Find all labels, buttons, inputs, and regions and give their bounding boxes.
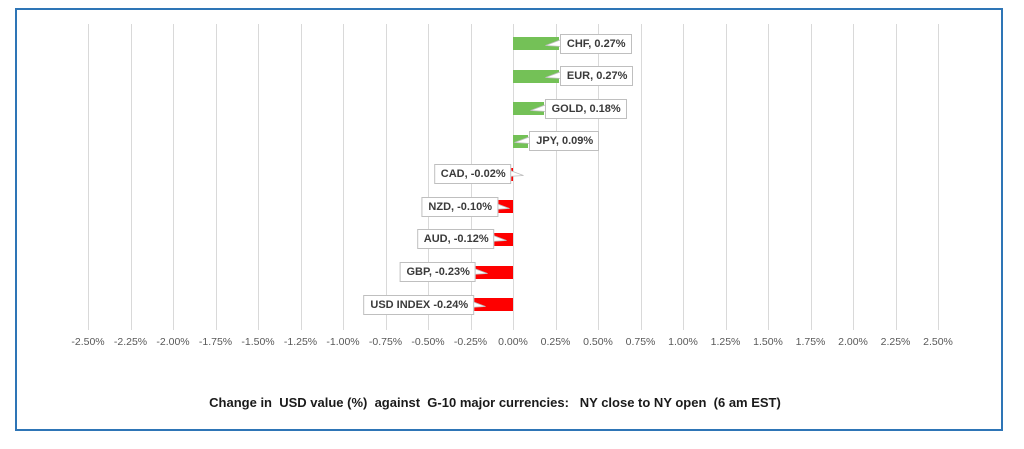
chart-title: Change in USD value (%) against G-10 maj… xyxy=(209,395,781,410)
gridline xyxy=(130,24,132,330)
gridline xyxy=(810,24,812,330)
gridline xyxy=(428,24,429,330)
x-axis-tick-label: 2.00% xyxy=(838,336,868,348)
x-axis-tick-label: -1.25% xyxy=(283,336,318,348)
data-label-usd-index: USD INDEX -0.24% xyxy=(363,294,475,315)
gridline xyxy=(895,24,897,330)
gridline xyxy=(215,24,217,330)
x-axis-tick-label: 1.75% xyxy=(795,336,826,348)
x-axis-tick-label: -2.25% xyxy=(113,336,148,348)
x-axis-tick-label: 0.25% xyxy=(540,336,571,348)
x-axis-tick-label: 0.75% xyxy=(625,336,656,348)
gridline xyxy=(343,24,344,330)
gridline xyxy=(300,24,302,330)
bar-usd-index xyxy=(472,298,513,312)
bar-chf xyxy=(513,37,559,50)
x-axis-tick-label: 0.50% xyxy=(583,336,613,348)
x-axis-tick-label: 2.25% xyxy=(880,336,911,348)
gridline xyxy=(683,24,684,330)
bar-gold xyxy=(513,102,544,116)
x-axis-tick-label: -2.50% xyxy=(71,336,105,348)
x-axis-tick-label: -1.75% xyxy=(198,336,233,348)
gridline xyxy=(88,24,89,330)
gridline xyxy=(853,24,854,330)
gridline xyxy=(258,24,259,330)
gridline xyxy=(513,24,514,330)
gridline xyxy=(938,24,939,330)
data-label-jpy: JPY, 0.09% xyxy=(529,131,600,152)
data-label-nzd: NZD, -0.10% xyxy=(421,196,498,217)
gridline xyxy=(385,24,387,330)
gridline xyxy=(555,24,557,330)
x-axis-tick-label: 0.00% xyxy=(498,336,528,348)
bar-gbp xyxy=(473,265,513,279)
gridline xyxy=(725,24,727,330)
bar-eur xyxy=(513,69,559,83)
x-axis-tick-label: 1.50% xyxy=(753,336,783,348)
data-label-gold: GOLD, 0.18% xyxy=(544,98,627,119)
x-axis-tick-label: -0.25% xyxy=(453,336,488,348)
chart-border xyxy=(15,8,1003,431)
x-axis-tick-label: -0.50% xyxy=(411,336,445,348)
data-label-cad: CAD, -0.02% xyxy=(433,164,512,185)
x-axis-tick-label: 1.25% xyxy=(710,336,741,348)
gridline xyxy=(598,24,599,330)
x-axis-tick-label: -2.00% xyxy=(156,336,190,348)
x-axis-tick-label: -0.75% xyxy=(368,336,403,348)
gridline xyxy=(173,24,174,330)
data-label-eur: EUR, 0.27% xyxy=(559,66,634,87)
x-axis-tick-label: -1.50% xyxy=(241,336,275,348)
x-axis-tick-label: 2.50% xyxy=(923,336,953,348)
gridline xyxy=(768,24,769,330)
gridline xyxy=(640,24,642,330)
data-label-chf: CHF, 0.27% xyxy=(559,33,632,54)
data-label-aud: AUD, -0.12% xyxy=(416,229,495,250)
x-axis-tick-label: 1.00% xyxy=(668,336,698,348)
data-label-gbp: GBP, -0.23% xyxy=(399,262,476,283)
x-axis-tick-label: -1.00% xyxy=(326,336,360,348)
